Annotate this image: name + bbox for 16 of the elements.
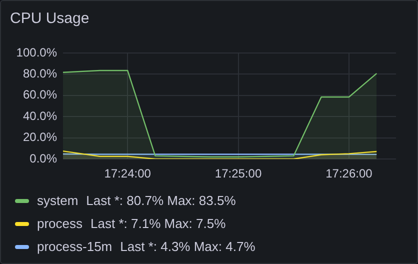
legend-label: process: [37, 216, 83, 231]
x-tick-label: 17:26:00: [326, 166, 373, 181]
chart-title: CPU Usage: [10, 10, 90, 27]
x-tick-label: 17:24:00: [104, 166, 152, 181]
text: Last *: 4.3% Max: 4.7%: [120, 239, 256, 254]
y-tick-label: 40.0%: [22, 108, 58, 123]
y-tick-label: 80.0%: [22, 66, 58, 81]
y-tick-label: 100.0%: [16, 45, 58, 60]
text: Last *: 80.7% Max: 83.5%: [86, 193, 236, 208]
y-tick-label: 0.0%: [30, 151, 58, 166]
legend-label: process-15m: [37, 239, 112, 254]
text: Last *: 7.1% Max: 7.5%: [90, 216, 226, 231]
y-tick-label: 20.0%: [22, 130, 58, 144]
y-tick-label: 60.0%: [22, 88, 58, 102]
x-tick-label: 17:25:00: [214, 166, 262, 181]
legend-label: system: [37, 193, 78, 208]
